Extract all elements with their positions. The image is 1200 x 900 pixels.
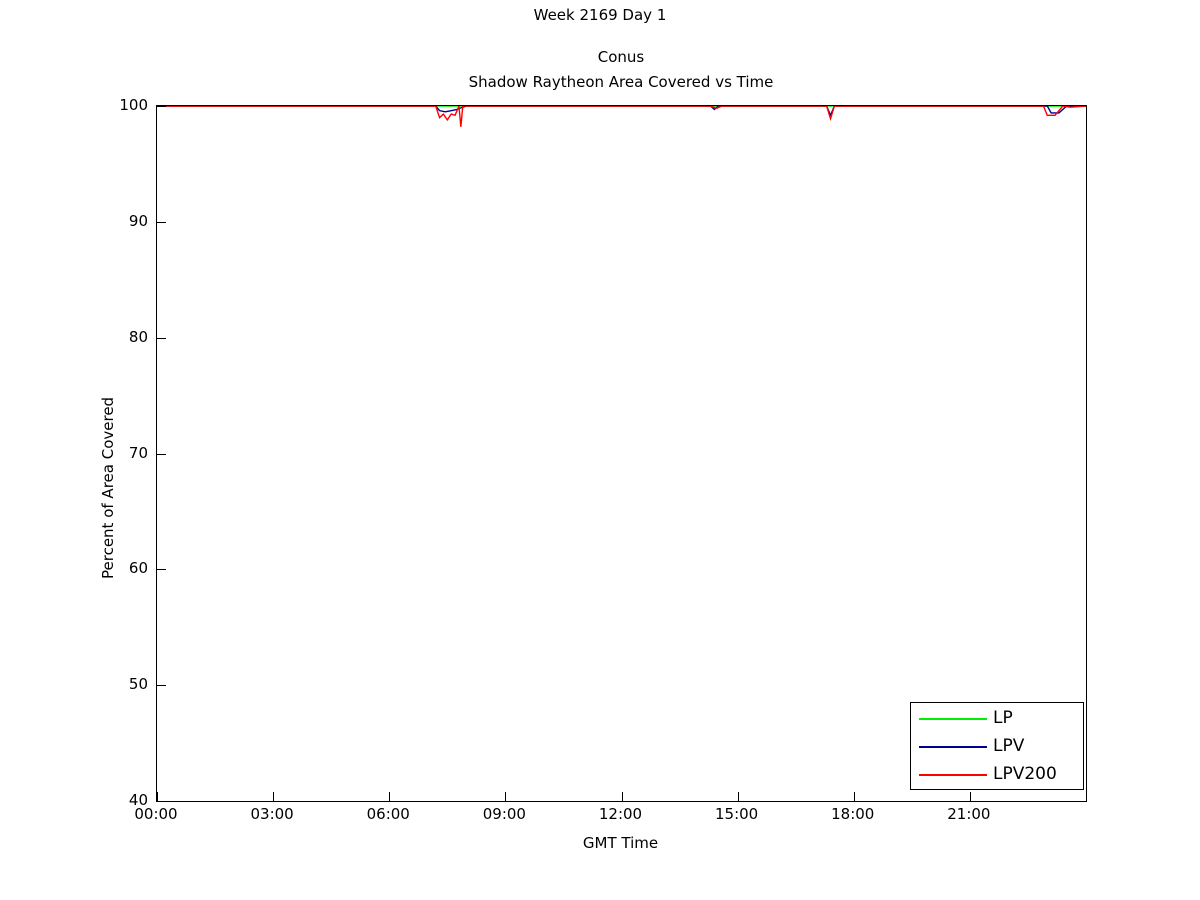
legend-item: LPV200: [911, 761, 1085, 789]
chart-legend: LP LPV LPV200: [910, 702, 1084, 790]
x-axis-tick: [273, 792, 275, 801]
legend-color-swatch: [919, 774, 987, 776]
x-axis-tick-label: 06:00: [366, 805, 410, 823]
x-axis-tick: [389, 792, 391, 801]
legend-color-swatch: [919, 718, 987, 720]
series-line-lpv200: [157, 106, 1086, 127]
y-axis-tick-label: 40: [128, 791, 148, 809]
y-axis-tick: [157, 685, 166, 687]
x-axis-tick: [853, 792, 855, 801]
legend-color-swatch: [919, 746, 987, 748]
plot-inner: [157, 106, 1086, 801]
x-axis-tick: [157, 792, 158, 801]
legend-label: LPV200: [993, 764, 1057, 784]
legend-label: LPV: [993, 736, 1025, 756]
x-axis-tick: [737, 792, 739, 801]
y-axis-tick: [157, 569, 166, 571]
x-axis-tick-label: 18:00: [831, 805, 875, 823]
figure-suptitle: Week 2169 Day 1: [533, 6, 667, 24]
x-axis-label: GMT Time: [582, 834, 659, 852]
y-axis-tick-label: 50: [128, 675, 148, 694]
chart-title: Conus Shadow Raytheon Area Covered vs Ti…: [156, 48, 1086, 91]
legend-item: LPV: [911, 733, 1085, 761]
x-axis-tick-label: 09:00: [482, 805, 526, 823]
series-line-lpv: [157, 106, 1086, 118]
y-axis-tick-label: 60: [128, 559, 148, 578]
chart-title-line-1: Conus: [597, 48, 645, 66]
y-axis-tick: [157, 221, 166, 223]
legend-label: LP: [993, 708, 1013, 728]
y-axis-tick-label: 80: [128, 327, 148, 346]
x-axis-tick-label: 21:00: [947, 805, 991, 823]
x-axis-tick-label: 00:00: [134, 805, 178, 823]
chart-title-line-2: Shadow Raytheon Area Covered vs Time: [468, 73, 774, 91]
x-axis-tick: [505, 792, 507, 801]
y-axis-tick: [157, 453, 166, 455]
y-axis-label: Percent of Area Covered: [99, 396, 117, 579]
x-axis-tick: [621, 792, 623, 801]
x-axis-tick-label: 12:00: [598, 805, 643, 823]
legend-item: LP: [911, 705, 1085, 733]
y-axis-tick: [157, 106, 166, 107]
y-axis-tick-label: 90: [128, 211, 148, 230]
x-axis-tick-label: 03:00: [250, 805, 294, 823]
y-axis-tick-label: 70: [128, 443, 148, 462]
y-axis-tick: [157, 337, 166, 339]
y-axis-tick: [157, 801, 166, 802]
x-axis-tick-label: 15:00: [715, 805, 759, 823]
x-axis-tick: [969, 792, 971, 801]
series-lines: [157, 106, 1086, 127]
plot-area: [156, 105, 1087, 802]
y-axis-tick-label: 100: [119, 96, 148, 114]
